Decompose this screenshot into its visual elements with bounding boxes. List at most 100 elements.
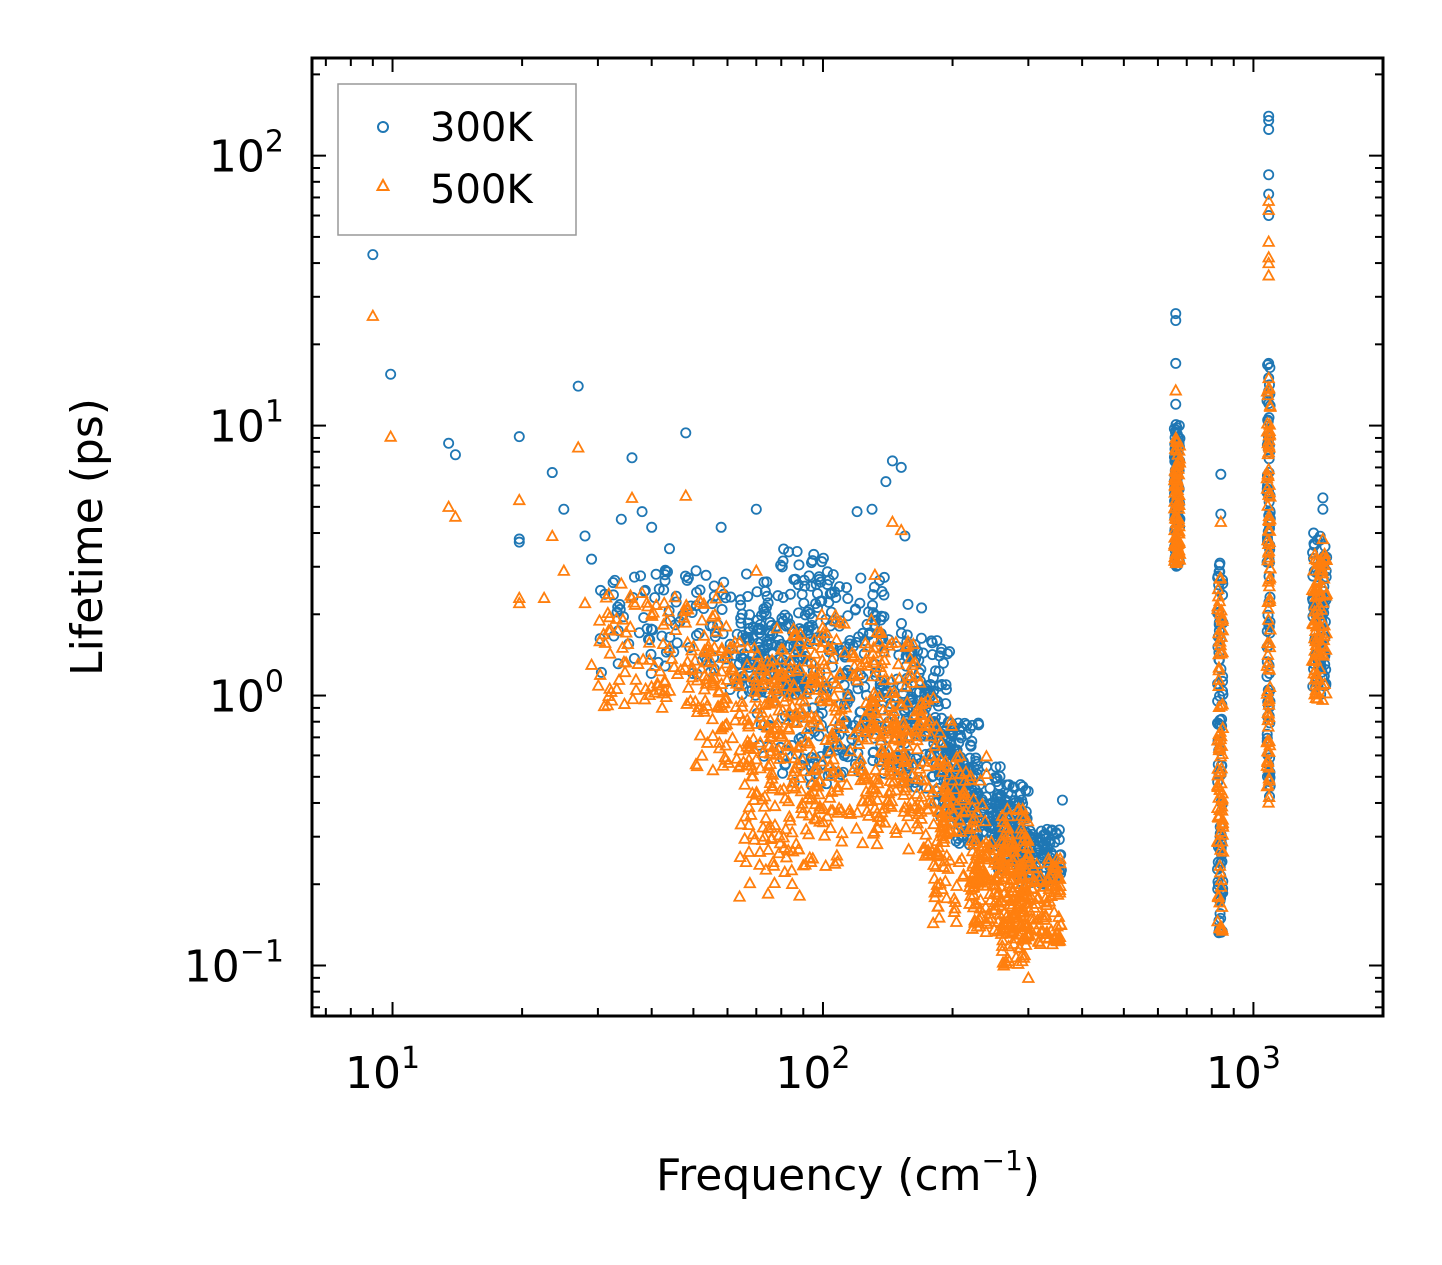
point-500k [679, 488, 693, 501]
point-300k [855, 572, 867, 584]
point-500k [782, 809, 797, 822]
point-500k [1001, 889, 1015, 902]
point-500k [1260, 686, 1274, 699]
point-500k [900, 722, 914, 735]
point-500k [765, 653, 779, 666]
point-500k [749, 690, 763, 703]
point-300k [874, 574, 886, 586]
point-500k [1026, 911, 1041, 925]
point-300k [859, 635, 871, 647]
point-300k [741, 568, 753, 580]
point-500k [837, 645, 852, 658]
point-500k [712, 735, 727, 748]
point-500k [886, 751, 901, 764]
point-500k [807, 663, 821, 676]
point-300k [1263, 110, 1275, 122]
point-500k [899, 820, 913, 833]
point-500k [941, 861, 955, 874]
point-500k [1170, 487, 1185, 500]
point-500k [1167, 538, 1182, 551]
point-500k [1169, 430, 1183, 444]
point-500k [1212, 594, 1227, 607]
point-300k [990, 761, 1002, 773]
point-500k [870, 792, 885, 805]
point-500k [537, 590, 551, 603]
point-500k [868, 801, 882, 814]
point-500k [829, 632, 844, 645]
point-500k [615, 640, 630, 653]
point-500k [891, 767, 906, 780]
point-500k [888, 821, 903, 835]
point-500k [733, 758, 748, 771]
point-500k [767, 858, 781, 871]
point-300k [792, 579, 804, 591]
point-500k [882, 700, 897, 713]
point-500k [763, 756, 778, 770]
point-500k [938, 780, 953, 794]
point-500k [1262, 543, 1276, 556]
point-500k [779, 751, 793, 764]
point-500k [366, 308, 380, 321]
point-500k [617, 696, 632, 709]
point-500k [592, 613, 607, 626]
point-500k [1003, 861, 1017, 874]
point-500k [888, 690, 902, 703]
point-500k [882, 764, 897, 777]
point-500k [1262, 697, 1276, 710]
point-300k [700, 569, 712, 581]
point-500k [835, 709, 850, 723]
point-500k [747, 792, 761, 805]
point-500k [1261, 693, 1276, 707]
point-500k [1031, 890, 1045, 903]
point-300k [633, 627, 645, 639]
point-500k [882, 752, 897, 765]
point-500k [867, 640, 881, 653]
point-500k [1020, 926, 1034, 939]
point-500k [756, 745, 770, 758]
point-500k [815, 607, 829, 620]
point-500k [1214, 824, 1228, 837]
point-500k [709, 624, 724, 637]
point-500k [851, 721, 866, 734]
point-300k [443, 437, 455, 449]
point-500k [866, 780, 881, 793]
y-tick-label: 10−1 [184, 934, 284, 992]
point-300k [744, 609, 756, 621]
point-500k [611, 623, 625, 636]
point-500k [768, 672, 782, 685]
point-500k [910, 742, 924, 755]
point-500k [730, 751, 744, 764]
point-300k [1317, 503, 1329, 515]
point-500k [716, 758, 730, 771]
point-500k [1034, 924, 1048, 937]
point-500k [816, 815, 831, 828]
point-500k [861, 771, 875, 784]
point-300k [915, 632, 927, 644]
point-500k [1261, 487, 1276, 500]
point-500k [603, 646, 617, 659]
point-500k [911, 821, 925, 835]
point-300k [906, 697, 918, 709]
point-500k [1317, 632, 1331, 646]
point-500k [1051, 934, 1066, 947]
point-500k [783, 660, 798, 673]
point-500k [1261, 388, 1275, 401]
point-500k [1263, 622, 1278, 635]
point-500k [742, 736, 757, 749]
point-500k [729, 699, 743, 712]
legend-marker-500k [375, 177, 391, 191]
point-500k [925, 796, 940, 809]
point-500k [1013, 917, 1028, 930]
point-500k [997, 905, 1012, 918]
point-300k [449, 449, 461, 461]
point-500k [785, 779, 799, 792]
point-500k [937, 854, 952, 867]
point-300k [659, 564, 671, 576]
point-500k [859, 651, 873, 664]
point-500k [858, 709, 872, 722]
point-500k [832, 737, 847, 750]
point-500k [688, 694, 702, 707]
point-500k [957, 786, 972, 799]
point-300k [385, 368, 397, 380]
point-500k [1213, 570, 1228, 583]
